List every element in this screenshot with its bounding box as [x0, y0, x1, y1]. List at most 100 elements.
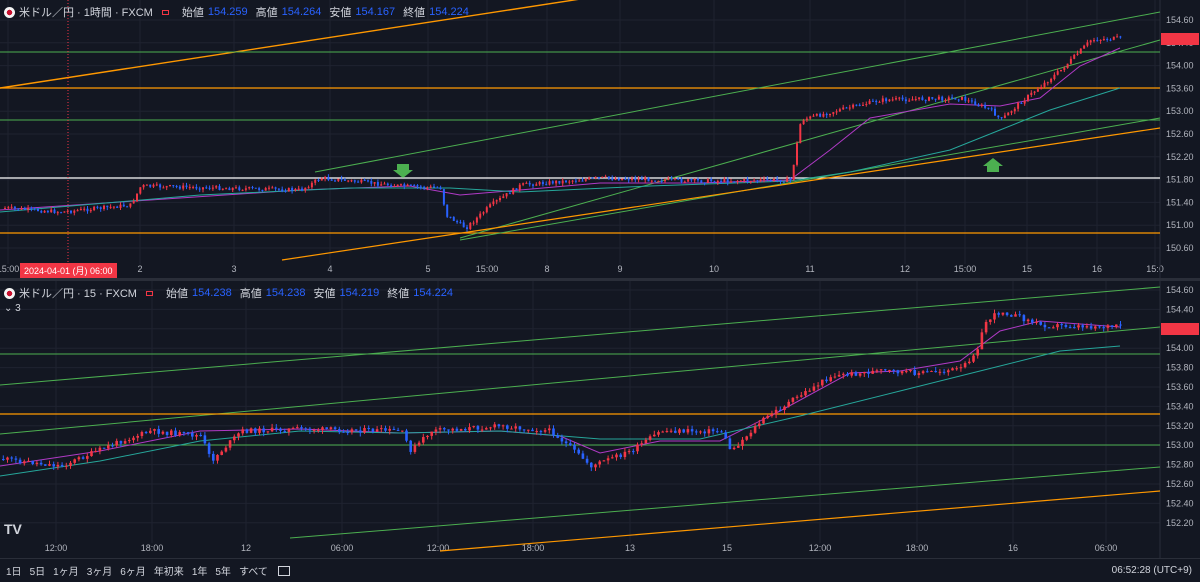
high-label: 高値	[255, 7, 278, 19]
candle-body	[287, 428, 291, 432]
candle-body	[270, 427, 274, 432]
indicators-collapse-toggle[interactable]: ⌄ 3	[4, 303, 21, 314]
candle-body	[228, 440, 232, 448]
candle-body	[406, 184, 409, 187]
range-3m-button[interactable]: 3ヶ月	[86, 567, 113, 578]
candle-body	[637, 178, 640, 181]
candle-body	[848, 107, 851, 109]
time-tick-label: 3	[231, 264, 236, 274]
candle-body	[1003, 115, 1006, 118]
candle-body	[858, 104, 861, 106]
price-tick-label: 153.60	[1166, 382, 1194, 392]
candle-body	[552, 428, 555, 436]
candle-body	[81, 457, 85, 459]
candle-body	[400, 184, 402, 186]
candle-body	[707, 429, 711, 434]
candle-body	[508, 193, 511, 195]
range-ytd-button[interactable]: 年初来	[153, 567, 184, 578]
candle-body	[363, 180, 366, 182]
candle-body	[69, 462, 72, 466]
candle-body	[963, 363, 967, 368]
candle-body	[1102, 327, 1105, 329]
candle-body	[392, 428, 396, 430]
candle-body	[314, 179, 317, 183]
candle-body	[1099, 39, 1102, 41]
range-1d-button[interactable]: 1日	[6, 567, 22, 578]
candle-body	[337, 178, 340, 181]
candle-body	[1040, 86, 1043, 90]
candle-body	[667, 178, 670, 180]
candle-body	[283, 430, 286, 432]
candle-body	[535, 431, 538, 433]
usdjpy-flag-icon	[4, 6, 15, 18]
candle-body	[35, 462, 39, 464]
candle-body	[459, 429, 463, 431]
candle-body	[178, 432, 181, 436]
hourly-chart-canvas[interactable]: 154.60154.40154.00153.60153.00152.60152.…	[0, 0, 1200, 278]
close-value: 154.224	[429, 6, 469, 18]
candle-body	[195, 186, 198, 189]
down-arrow-marker-icon	[393, 164, 413, 178]
range-5d-button[interactable]: 5日	[29, 567, 46, 578]
candle-body	[70, 210, 72, 213]
pane-separator[interactable]	[0, 278, 1200, 281]
15min-symbol-title[interactable]: 米ドル／円 · 15 · FXCM	[19, 288, 137, 300]
candle-body	[703, 431, 706, 434]
utc-clock[interactable]: 06:52:28 (UTC+9)	[1111, 565, 1192, 576]
candle-body	[291, 188, 294, 191]
candle-body	[800, 395, 803, 397]
candle-body	[838, 109, 841, 112]
candle-body	[119, 440, 123, 444]
range-6m-button[interactable]: 6ヶ月	[120, 567, 146, 578]
candle-body	[330, 179, 333, 181]
candle-body	[594, 177, 597, 179]
range-1y-button[interactable]: 1年	[191, 567, 208, 578]
candle-body	[947, 370, 950, 373]
candle-body	[304, 187, 307, 191]
candle-body	[1056, 324, 1059, 328]
candle-body	[1060, 69, 1062, 72]
hourly-chart-pane[interactable]: 154.60154.40154.00153.60153.00152.60152.…	[0, 0, 1200, 278]
candle-body	[774, 409, 778, 415]
tradingview-logo-icon[interactable]: TV	[4, 521, 22, 537]
hourly-symbol-title[interactable]: 米ドル／円 · 1時間 · FXCM	[19, 7, 153, 19]
candle-body	[482, 212, 485, 214]
candle-body	[997, 115, 1000, 118]
candle-body	[436, 187, 439, 189]
calendar-range-icon[interactable]	[277, 565, 290, 576]
candle-body	[384, 428, 387, 431]
candle-body	[52, 464, 55, 467]
close-label: 終値	[403, 7, 426, 19]
candle-body	[650, 180, 653, 182]
candle-body	[248, 187, 251, 189]
15min-chart-canvas[interactable]: 154.60154.40154.20154.00153.80153.60153.…	[0, 281, 1200, 558]
range-all-button[interactable]: すべて	[238, 567, 268, 578]
candle-body	[353, 180, 356, 182]
candle-body	[812, 386, 816, 391]
candle-body	[821, 379, 824, 386]
candle-body	[871, 100, 874, 102]
candle-body	[892, 369, 895, 371]
candle-body	[816, 385, 820, 387]
candle-body	[532, 184, 534, 186]
range-5y-button[interactable]: 5年	[215, 567, 231, 578]
range-1m-button[interactable]: 1ヶ月	[53, 567, 79, 578]
candle-body	[846, 373, 849, 376]
candle-body	[1106, 39, 1109, 41]
crosshair-date-badge: 2024-04-01 (月) 06:00	[20, 263, 117, 278]
candle-body	[1047, 327, 1051, 329]
15min-chart-pane[interactable]: 154.60154.40154.20154.00153.80153.60153.…	[0, 281, 1200, 558]
candle-body	[94, 450, 97, 452]
candle-body	[871, 370, 874, 374]
candle-body	[126, 206, 129, 208]
candle-body	[1093, 40, 1095, 42]
candle-body	[687, 179, 690, 182]
candle-body	[455, 428, 459, 431]
candle-body	[497, 424, 501, 427]
candle-body	[878, 101, 881, 103]
candle-body	[492, 201, 495, 205]
candle-body	[132, 201, 135, 204]
price-tick-label: 152.20	[1166, 152, 1194, 162]
candle-body	[825, 113, 828, 116]
